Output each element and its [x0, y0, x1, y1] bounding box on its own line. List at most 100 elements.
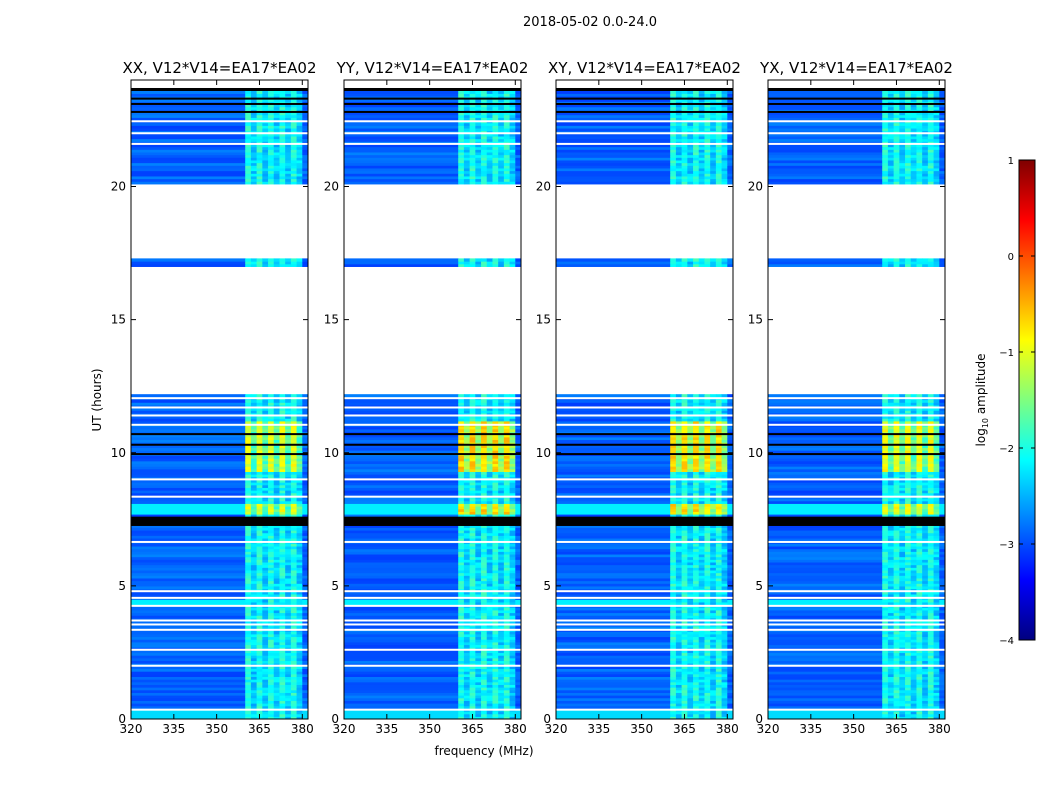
- heatmap-cell: [302, 500, 308, 504]
- heatmap-cell: [698, 660, 705, 664]
- heatmap-cell: [670, 572, 677, 576]
- heatmap-cell: [675, 567, 683, 571]
- heatmap-cell: [344, 492, 459, 496]
- heatmap-cell: [463, 644, 471, 648]
- heatmap-cell: [698, 580, 705, 584]
- heatmap-cell: [670, 564, 677, 568]
- heatmap-cell: [245, 503, 252, 507]
- heatmap-cell: [515, 407, 521, 411]
- heatmap-cell: [503, 135, 511, 140]
- heatmap-cell: [675, 711, 683, 715]
- heatmap-cell: [296, 716, 303, 719]
- heatmap-cell: [131, 101, 246, 105]
- heatmap-cell: [475, 559, 482, 563]
- heatmap-cell: [285, 471, 292, 475]
- heatmap-cell: [302, 141, 308, 145]
- heatmap-cell: [509, 167, 516, 172]
- heatmap-cell: [245, 394, 252, 398]
- heatmap-cell: [279, 141, 286, 145]
- heatmap-cell: [721, 612, 728, 616]
- heatmap-cell: [463, 442, 471, 446]
- heatmap-cell: [515, 490, 521, 494]
- heatmap-cell: [503, 703, 511, 707]
- heatmap-cell: [475, 513, 482, 518]
- heatmap-cell: [273, 468, 280, 472]
- heatmap-cell: [131, 556, 246, 560]
- heatmap-cell: [481, 647, 488, 651]
- heatmap-cell: [670, 537, 677, 542]
- heatmap-cell: [698, 641, 705, 646]
- heatmap-cell: [492, 447, 499, 451]
- heatmap-cell: [698, 673, 705, 677]
- heatmap-cell: [687, 591, 694, 595]
- heatmap-cell: [262, 607, 269, 611]
- heatmap-cell: [486, 684, 493, 688]
- heatmap-cell: [515, 173, 521, 177]
- heatmap-cell: [698, 617, 705, 622]
- heatmap-cell: [687, 681, 694, 685]
- heatmap-cell: [279, 660, 286, 664]
- heatmap-cell: [279, 561, 286, 566]
- heatmap-cell: [458, 687, 465, 691]
- heatmap-cell: [131, 412, 246, 417]
- heatmap-cell: [721, 537, 728, 542]
- heatmap-cell: [698, 695, 705, 699]
- heatmap-cell: [302, 564, 308, 568]
- heatmap-cell: [290, 447, 298, 451]
- heatmap-cell: [463, 258, 471, 262]
- heatmap-cell: [509, 636, 516, 640]
- heatmap-cell: [492, 95, 499, 100]
- heatmap-cell: [344, 178, 459, 182]
- heatmap-cell: [675, 671, 683, 675]
- heatmap-cell: [670, 705, 677, 709]
- heatmap-cell: [492, 679, 499, 683]
- heatmap-cell: [556, 559, 671, 563]
- heatmap-cell: [475, 125, 482, 129]
- heatmap-cell: [486, 484, 493, 488]
- heatmap-cell: [687, 625, 694, 630]
- heatmap-cell: [250, 95, 258, 100]
- heatmap-cell: [475, 114, 482, 118]
- heatmap-cell: [556, 681, 671, 685]
- heatmap-cell: [509, 583, 516, 587]
- heatmap-cell: [693, 657, 700, 662]
- heatmap-cell: [492, 431, 499, 435]
- heatmap-cell: [469, 601, 476, 606]
- heatmap-cell: [458, 671, 465, 675]
- heatmap-cell: [687, 703, 694, 707]
- heatmap-cell: [262, 135, 269, 140]
- heatmap-cell: [481, 527, 488, 531]
- heatmap-cell: [131, 500, 246, 504]
- heatmap-cell: [721, 689, 728, 693]
- heatmap-cell: [285, 127, 292, 132]
- heatmap-cell: [475, 553, 482, 558]
- heatmap-cell: [492, 503, 499, 507]
- heatmap-cell: [503, 138, 511, 142]
- heatmap-cell: [296, 165, 303, 169]
- heatmap-cell: [503, 146, 511, 150]
- heatmap-cell: [262, 93, 269, 97]
- heatmap-cell: [256, 513, 263, 518]
- heatmap-cell: [131, 157, 246, 161]
- heatmap-cell: [710, 689, 717, 693]
- heatmap-cell: [302, 695, 308, 699]
- heatmap-cell: [681, 561, 688, 566]
- heatmap-cell: [290, 551, 298, 555]
- heatmap-cell: [475, 141, 482, 145]
- heatmap-cell: [475, 647, 482, 651]
- heatmap-cell: [556, 673, 671, 677]
- heatmap-cell: [475, 561, 482, 566]
- heatmap-cell: [131, 545, 246, 550]
- heatmap-cell: [273, 151, 280, 156]
- heatmap-cell: [704, 498, 711, 502]
- heatmap-cell: [515, 439, 521, 443]
- heatmap-cell: [344, 471, 459, 475]
- heatmap-cell: [262, 668, 269, 672]
- heatmap-cell: [687, 716, 694, 719]
- heatmap-cell: [268, 508, 275, 512]
- heatmap-cell: [131, 165, 246, 169]
- heatmap-cell: [486, 697, 493, 701]
- heatmap-cell: [131, 639, 246, 643]
- heatmap-cell: [296, 583, 303, 587]
- heatmap-cell: [469, 98, 476, 102]
